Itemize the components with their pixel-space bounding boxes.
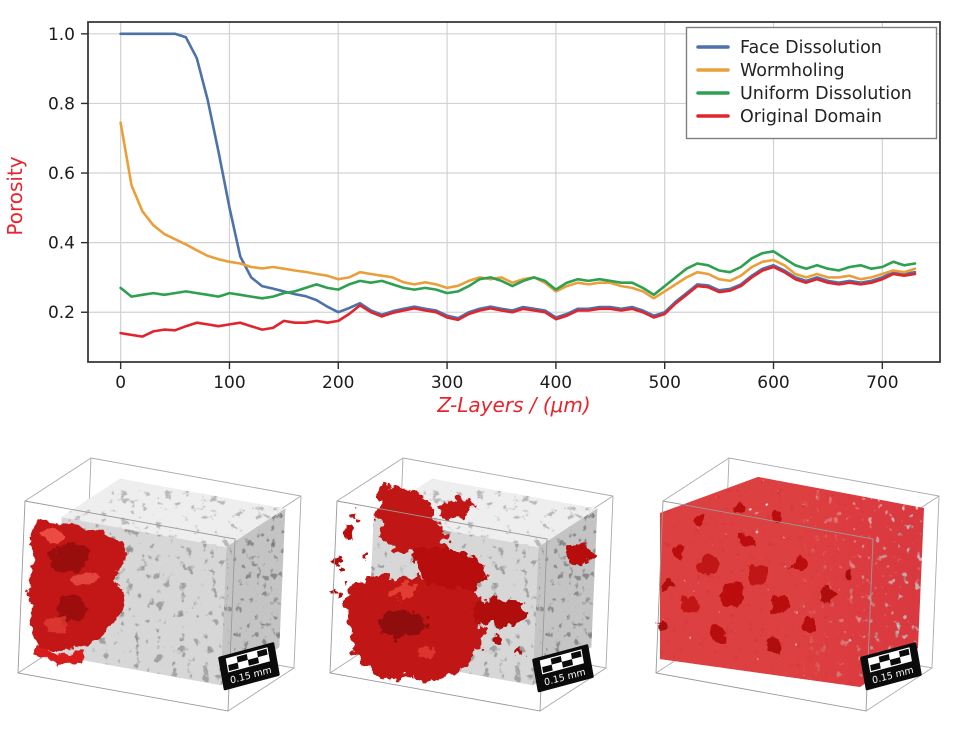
x-tick-label: 200 bbox=[322, 373, 354, 393]
series-original-domain bbox=[119, 265, 917, 338]
legend-item-face-dissolution: Face Dissolution bbox=[696, 38, 882, 58]
render-face-dissolution: 0.15 mm bbox=[17, 457, 302, 712]
y-tick-label: 0.4 bbox=[48, 234, 75, 254]
scale-tag: 0.15 mm bbox=[532, 644, 594, 693]
x-tick-label: 100 bbox=[213, 373, 245, 393]
wireframe-box-front bbox=[329, 500, 548, 712]
y-tick-label: 0.2 bbox=[48, 303, 75, 323]
scale-tag: 0.15 mm bbox=[218, 642, 280, 691]
series-wormholing bbox=[119, 121, 917, 300]
y-tick-label: 0.8 bbox=[48, 94, 75, 114]
y-axis-label: Porosity bbox=[3, 156, 27, 235]
legend: Face Dissolution Wormholing Uniform Diss… bbox=[685, 26, 938, 140]
legend-item-wormholing: Wormholing bbox=[696, 61, 845, 81]
x-axis-label: Z-Layers / (μm) bbox=[436, 393, 590, 417]
render-wormholing: 0.15 mm bbox=[329, 457, 614, 712]
y-tick-label: 1.0 bbox=[48, 25, 75, 45]
legend-label-original-domain: Original Domain bbox=[740, 107, 882, 127]
x-tick-label: 0 bbox=[115, 373, 126, 393]
legend-label-uniform-dissolution: Uniform Dissolution bbox=[740, 84, 912, 104]
x-tick-label: 400 bbox=[540, 373, 572, 393]
wireframe-box-front bbox=[655, 500, 874, 712]
legend-label-wormholing: Wormholing bbox=[740, 61, 845, 81]
plot-border bbox=[87, 21, 941, 363]
legend-item-original-domain: Original Domain bbox=[696, 107, 882, 127]
dissolved-speckles bbox=[660, 477, 924, 687]
series-uniform-dissolution bbox=[119, 250, 917, 300]
dissolution-front bbox=[28, 519, 128, 663]
render-uniform-dissolution: 0.15 mm bbox=[655, 457, 940, 712]
porosity-chart: 0 100 200 300 400 500 600 700 0.2 0.4 0.6 0.8 1.0 Po… bbox=[3, 21, 941, 417]
legend-item-uniform-dissolution: Uniform Dissolution bbox=[696, 84, 912, 104]
x-tick-label: 600 bbox=[757, 373, 789, 393]
x-tick-label: 300 bbox=[431, 373, 463, 393]
series-face-dissolution bbox=[119, 32, 917, 320]
series bbox=[119, 32, 917, 338]
axis-ticks: 0 100 200 300 400 500 600 700 0.2 0.4 0.6 0.8 1.0 bbox=[48, 25, 899, 393]
scale-checker bbox=[539, 649, 584, 675]
legend-label-face-dissolution: Face Dissolution bbox=[740, 38, 882, 58]
x-tick-label: 500 bbox=[648, 373, 680, 393]
y-tick-label: 0.6 bbox=[48, 164, 75, 184]
scale-checker bbox=[225, 647, 270, 673]
wormhole-channels bbox=[333, 486, 594, 682]
speckle-clumps bbox=[660, 501, 853, 653]
scale-checker bbox=[867, 647, 912, 673]
wireframe-box-front bbox=[17, 500, 236, 712]
x-tick-label: 700 bbox=[866, 373, 898, 393]
